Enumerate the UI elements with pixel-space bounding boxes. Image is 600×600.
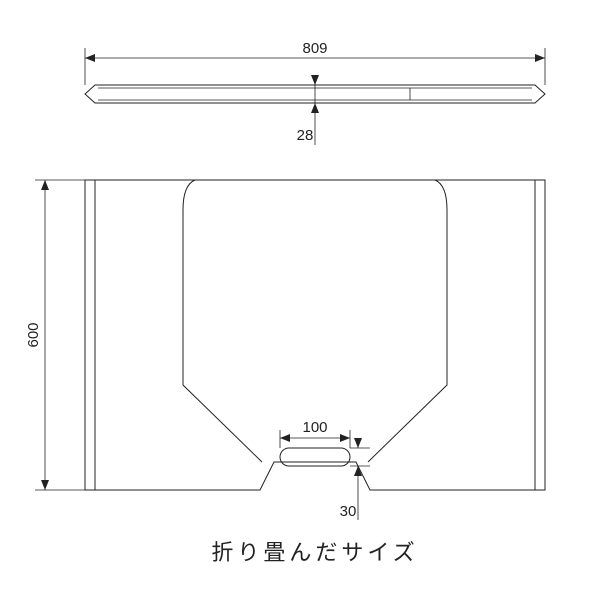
dim-handle-height-label: 30 [340,503,357,520]
dim-handle-height: 30 [340,438,370,520]
dim-thickness-label: 28 [297,127,314,144]
top-view [85,85,545,103]
dim-width-label: 809 [302,40,327,57]
dim-height: 600 [25,180,85,490]
caption: 折り畳んだサイズ [211,540,418,565]
dim-height-label: 600 [25,322,42,347]
dim-handle-width: 100 [280,419,350,448]
front-view [85,180,545,490]
dim-handle-width-label: 100 [302,419,327,436]
technical-drawing: 809 28 600 100 [0,0,600,600]
